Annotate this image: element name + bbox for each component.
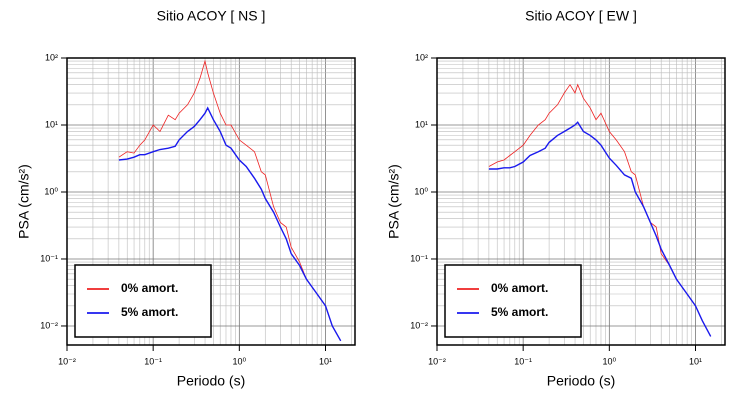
series-line	[118, 59, 342, 341]
legend-label: 5% amort.	[121, 305, 178, 319]
plot-frame	[66, 57, 356, 346]
legend-label: 0% amort.	[121, 281, 178, 295]
y-tick-label: 10⁻¹	[40, 253, 58, 263]
y-tick-label: 10⁰	[414, 186, 428, 196]
y-axis-label: PSA (cm/s²)	[16, 164, 32, 239]
y-tick-label: 10¹	[45, 119, 58, 129]
y-tick-label: 10¹	[415, 119, 428, 129]
y-tick-label: 10²	[415, 52, 428, 62]
legend-box	[74, 264, 212, 338]
chart-title: Sitio ACOY [ EW ]	[525, 8, 637, 24]
y-tick-label: 10⁻¹	[410, 253, 428, 263]
chart: Sitio ACOY [ NS ] Periodo (s) PSA (cm/s²) 1…	[16, 8, 356, 389]
x-tick-label: 10⁻²	[58, 356, 76, 366]
y-tick-label: 10⁰	[44, 186, 58, 196]
chart-title: Sitio ACOY [ NS ]	[157, 8, 266, 24]
y-axis-label: PSA (cm/s²)	[386, 164, 402, 239]
x-tick-label: 10⁰	[233, 356, 247, 366]
x-axis-label: Periodo (s)	[177, 373, 245, 389]
plot-frame	[436, 57, 726, 346]
legend-label: 0% amort.	[491, 281, 548, 295]
y-tick-label: 10⁻²	[40, 320, 58, 330]
chart: Sitio ACOY [ EW ] Periodo (s) PSA (cm/s²) 1…	[386, 8, 726, 389]
x-tick-label: 10⁻¹	[514, 356, 532, 366]
legend-label: 5% amort.	[491, 305, 548, 319]
y-tick-label: 10⁻²	[410, 320, 428, 330]
series-line	[488, 83, 712, 337]
x-tick-label: 10⁻¹	[144, 356, 162, 366]
y-tick-label: 10²	[45, 52, 58, 62]
x-tick-label: 10⁻²	[428, 356, 446, 366]
x-axis-label: Periodo (s)	[547, 373, 615, 389]
x-tick-label: 10¹	[319, 356, 332, 366]
series-line	[488, 121, 712, 337]
x-tick-label: 10¹	[689, 356, 702, 366]
series-line	[118, 106, 342, 342]
x-tick-label: 10⁰	[603, 356, 617, 366]
legend-box	[444, 264, 582, 338]
